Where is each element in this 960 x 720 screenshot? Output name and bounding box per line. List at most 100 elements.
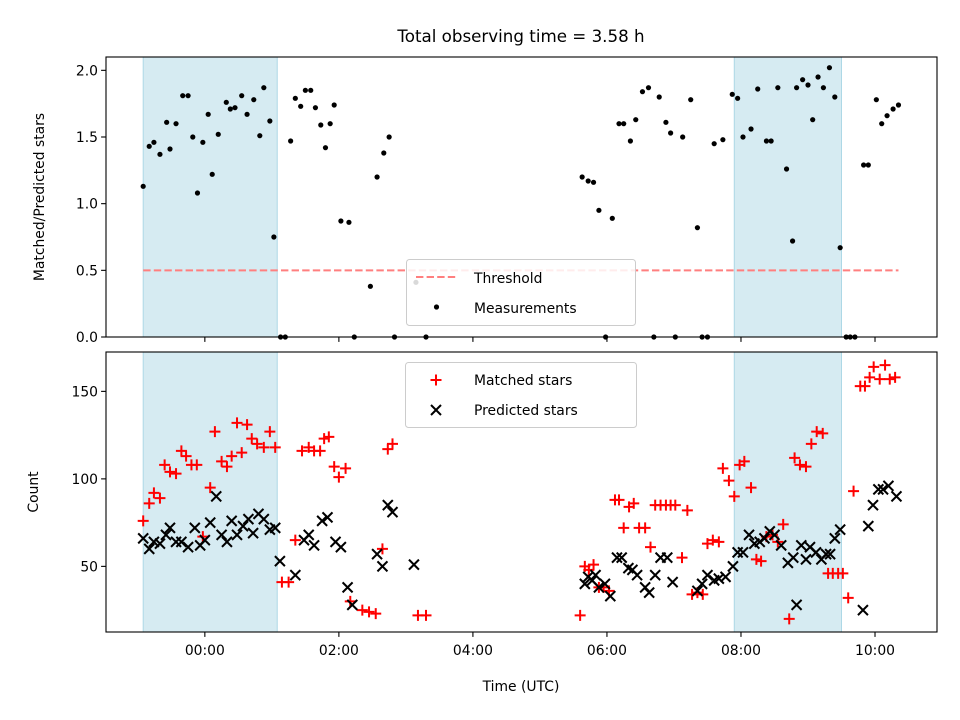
predicted-star-marker: [160, 529, 172, 541]
measurement-point: [244, 111, 250, 117]
predicted-star-marker: [237, 520, 249, 532]
measurement-point: [346, 219, 352, 225]
measurement-point: [327, 121, 333, 127]
measurement-point: [223, 99, 229, 105]
predicted-star-marker: [872, 483, 885, 496]
predicted-star-marker: [758, 532, 771, 545]
measurement-point: [884, 113, 890, 119]
predicted-star-marker: [643, 586, 655, 599]
matched-star-marker: [777, 518, 789, 530]
matched-star-marker: [382, 443, 394, 455]
measurement-point: [873, 97, 879, 103]
measurement-point: [194, 190, 201, 196]
matched-star-marker: [370, 608, 382, 620]
matched-star-marker: [794, 459, 806, 471]
measurement-point: [663, 119, 669, 125]
matched-star-marker: [164, 466, 176, 478]
measurement-point: [164, 119, 170, 125]
measurement-point: [590, 179, 597, 185]
matched-star-marker: [363, 606, 375, 618]
legend-measurement-label: Measurements: [474, 301, 577, 317]
matched-star-marker: [879, 359, 891, 371]
measurement-point: [251, 97, 257, 103]
measurement-point: [711, 141, 717, 147]
legend-predicted-label: Predicted stars: [474, 403, 578, 419]
measurement-point: [318, 122, 324, 128]
matched-star-marker: [848, 485, 860, 497]
predicted-star-marker: [154, 537, 166, 550]
predicted-star-marker: [867, 499, 879, 511]
top-y-tick-label: 0.0: [76, 330, 98, 346]
predicted-star-marker: [376, 560, 389, 573]
measurement-point: [837, 245, 843, 251]
x-tick-label: 00:00: [185, 643, 225, 659]
measurement-point: [288, 138, 294, 144]
matched-star-marker: [805, 438, 817, 450]
measurement-point: [151, 139, 157, 145]
predicted-star-marker: [649, 569, 661, 581]
measurement-point: [720, 137, 726, 143]
matched-star-marker: [618, 522, 630, 534]
legend-measurement-swatch: [433, 304, 440, 310]
measurement-point: [865, 162, 871, 168]
predicted-star-marker: [877, 483, 889, 496]
predicted-star-marker: [862, 520, 875, 532]
predicted-star-marker: [661, 551, 673, 564]
measurement-point: [789, 238, 796, 244]
predicted-star-marker: [743, 529, 755, 541]
matched-star-marker: [697, 588, 709, 600]
matched-star-marker: [837, 567, 849, 579]
matched-star-marker: [143, 497, 155, 509]
matched-star-marker: [148, 487, 160, 499]
measurement-point: [688, 97, 694, 103]
bottom-legend-box: [405, 362, 637, 428]
matched-star-marker: [283, 576, 295, 588]
matched-star-marker: [386, 438, 398, 450]
measurement-point: [616, 121, 622, 127]
measurement-point: [146, 143, 152, 149]
predicted-star-marker: [795, 539, 807, 552]
predicted-star-marker: [210, 490, 222, 503]
measurement-point: [190, 134, 196, 140]
predicted-star-marker: [258, 513, 270, 525]
predicted-star-marker: [316, 515, 328, 527]
measurement-point: [633, 117, 639, 123]
x-axis-label: Time (UTC): [482, 679, 560, 695]
predicted-star-marker: [604, 590, 617, 602]
predicted-star-marker: [346, 599, 358, 611]
measurement-point: [167, 146, 173, 152]
matched-star-marker: [639, 522, 651, 534]
predicted-star-marker: [182, 541, 194, 553]
measurement-point: [645, 85, 652, 91]
top-y-tick-label: 2.0: [76, 63, 98, 79]
predicted-star-marker: [215, 529, 228, 541]
matched-star-marker: [717, 462, 729, 474]
measurement-point: [775, 85, 781, 91]
matched-star-marker: [884, 373, 896, 385]
matched-star-marker: [323, 431, 335, 443]
measurement-point: [386, 134, 392, 140]
matched-star-marker: [170, 468, 182, 480]
matched-star-marker: [328, 461, 340, 473]
matched-star-marker: [864, 371, 876, 383]
measurement-point: [239, 93, 245, 99]
matched-star-marker: [251, 438, 263, 450]
measurement-point: [748, 126, 754, 132]
matched-star-marker: [676, 552, 688, 564]
measurement-point: [185, 93, 191, 99]
predicted-star-marker: [599, 578, 611, 590]
predicted-star-marker: [615, 551, 628, 564]
measurement-point: [215, 131, 221, 137]
predicted-star-marker: [225, 515, 238, 527]
predicted-star-marker: [824, 548, 836, 560]
predicted-star-marker: [247, 527, 259, 539]
measurement-point: [322, 145, 329, 151]
measurement-point: [609, 215, 615, 221]
matched-star-marker: [574, 609, 586, 621]
predicted-star-marker: [589, 569, 602, 581]
predicted-star-marker: [820, 548, 832, 560]
measurement-point: [374, 174, 380, 180]
matched-star-marker: [613, 494, 625, 506]
measurement-point: [890, 106, 896, 112]
